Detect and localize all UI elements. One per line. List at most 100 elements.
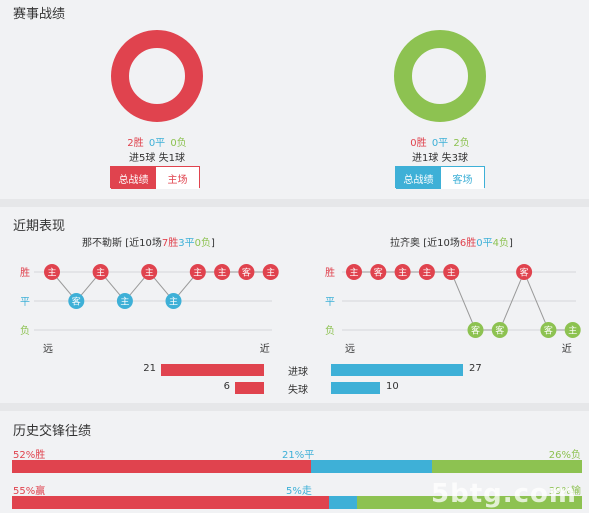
history-segment-draw: [311, 460, 433, 473]
right-record-ring: [394, 30, 486, 122]
left-conceded-value: 6: [223, 381, 230, 392]
history-row2-left-label: 55%赢: [13, 486, 46, 497]
tab-away-right[interactable]: 客场: [441, 167, 484, 189]
form-match-dot: [540, 322, 557, 338]
form-trend-line: [51, 271, 271, 302]
right-summary-wins: 6胜: [459, 238, 477, 249]
form-match-dot: [394, 264, 411, 280]
form-match-venue: 主: [47, 267, 56, 279]
left-scored-bar: [161, 364, 264, 376]
left-summary-prefix: [近10场: [125, 238, 162, 249]
form-match-dot: [68, 293, 85, 309]
form-match-dot: [141, 264, 158, 280]
left-conceded-bar: [235, 382, 264, 394]
form-section: 近期表现 那不勒斯 [近10场7胜3平0负] 拉齐奥 [近10场6胜0平4负] …: [0, 207, 589, 403]
form-match-venue: 主: [169, 296, 178, 308]
left-summary-losses: 0负: [194, 238, 211, 249]
form-match-dot: [467, 322, 484, 338]
form-row-label: 负: [325, 324, 335, 337]
left-summary-wins: 7胜: [161, 238, 179, 249]
left-goals-summary: 进5球 失1球: [129, 153, 185, 164]
watermark: 5btg.com: [431, 479, 577, 509]
tab-home-left[interactable]: 主场: [156, 167, 199, 189]
right-summary-losses: 4负: [492, 238, 509, 249]
history-segment-draw: [328, 496, 358, 509]
form-row-label: 平: [20, 297, 30, 308]
form-match-venue: 客: [471, 325, 480, 337]
form-far-label: 远: [345, 343, 355, 355]
form-match-venue: 客: [374, 267, 383, 279]
section-title-history: 历史交锋往绩: [13, 424, 92, 439]
right-goals-summary: 进1球 失3球: [412, 153, 468, 164]
section-title-form: 近期表现: [13, 219, 66, 234]
left-record-counts: 2胜 0平 0负: [111, 134, 203, 149]
history-row1-left-label: 52%胜: [13, 450, 46, 461]
form-match-dot: [44, 264, 60, 280]
history-segment-win: [12, 496, 329, 509]
right-win-count: 0胜: [410, 138, 427, 149]
scored-label: 进球: [288, 367, 308, 378]
history-row2-mid-label: 5%走: [286, 486, 312, 497]
right-summary-prefix: [近10场: [423, 238, 460, 249]
history-row1-right-label: 26%负: [548, 450, 581, 461]
form-trend-line: [354, 270, 573, 331]
right-form-summary: 拉齐奥 [近10场6胜0平4负]: [390, 234, 513, 249]
form-match-venue: 主: [96, 267, 105, 279]
form-row-label: 平: [325, 297, 335, 308]
form-match-dot: [214, 264, 231, 280]
form-match-venue: 主: [218, 267, 227, 279]
left-summary-suffix: ]: [210, 238, 215, 249]
form-match-venue: 主: [193, 267, 202, 279]
form-match-venue: 客: [544, 325, 553, 337]
form-match-dot: [116, 293, 133, 309]
form-row-label: 胜: [20, 267, 30, 279]
record-section: 赛事战绩 2胜 0平 0负 进5球 失1球 总战绩 主场 0胜 0平 2负 进1…: [0, 0, 589, 199]
history-section: 历史交锋往绩 52%胜 21%平 26%负 55%赢 5%走 39%输 5btg…: [0, 411, 589, 513]
left-form-chart: 胜平负主客主主主主主主客主远近: [20, 264, 279, 355]
form-row-label: 胜: [325, 267, 335, 279]
form-match-venue: 客: [520, 267, 529, 279]
form-match-dot: [443, 264, 460, 280]
form-match-venue: 主: [349, 267, 358, 279]
right-loss-count: 2负: [453, 138, 470, 149]
right-record-tabs: 总战绩 客场: [395, 166, 485, 189]
form-near-label: 近: [260, 342, 270, 355]
right-conceded-value: 10: [386, 381, 399, 392]
history-row2-right-label: 39%输: [548, 486, 581, 497]
right-form-chart: 胜平负主客主主主客 客客客 主远近: [325, 264, 581, 355]
right-scored-value: 27: [469, 363, 482, 374]
right-scored-bar: [331, 364, 463, 376]
form-match-venue: 主: [120, 296, 129, 308]
history-row1-bar: [12, 460, 582, 473]
right-summary-draws: 0平: [476, 238, 493, 249]
tab-total-record-right[interactable]: 总战绩: [396, 167, 441, 189]
form-far-label: 远: [43, 343, 53, 355]
right-team-name: 拉齐奥: [390, 238, 420, 249]
form-row-label: 负: [20, 324, 30, 337]
form-match-dot: [370, 264, 387, 280]
left-win-count: 2胜: [127, 138, 144, 149]
form-match-venue: 主: [568, 325, 577, 337]
right-record-counts: 0胜 0平 2负: [394, 134, 486, 149]
history-row1-mid-label: 21%平: [282, 450, 315, 461]
form-match-dot: [564, 322, 581, 338]
form-match-venue: 主: [422, 267, 431, 279]
form-match-dot: [346, 264, 362, 280]
tab-total-record-left[interactable]: 总战绩: [111, 167, 156, 189]
form-match-dot: [418, 264, 435, 280]
form-match-dot: [262, 264, 279, 280]
left-scored-value: 21: [143, 363, 156, 374]
history-segment-loss: [432, 460, 582, 473]
form-match-dot: [165, 293, 182, 309]
left-record-tabs: 总战绩 主场: [110, 166, 200, 189]
form-match-venue: 客: [242, 267, 251, 279]
form-match-dot: [238, 264, 255, 280]
form-match-venue: 主: [145, 267, 154, 279]
form-near-label: 近: [562, 342, 572, 355]
history-row2-bar: [12, 496, 582, 509]
form-match-dot: [491, 322, 508, 338]
form-match-venue: 主: [266, 267, 275, 279]
form-match-venue: 主: [447, 267, 456, 279]
left-summary-draws: 3平: [178, 238, 195, 249]
history-segment-win: [12, 460, 312, 473]
